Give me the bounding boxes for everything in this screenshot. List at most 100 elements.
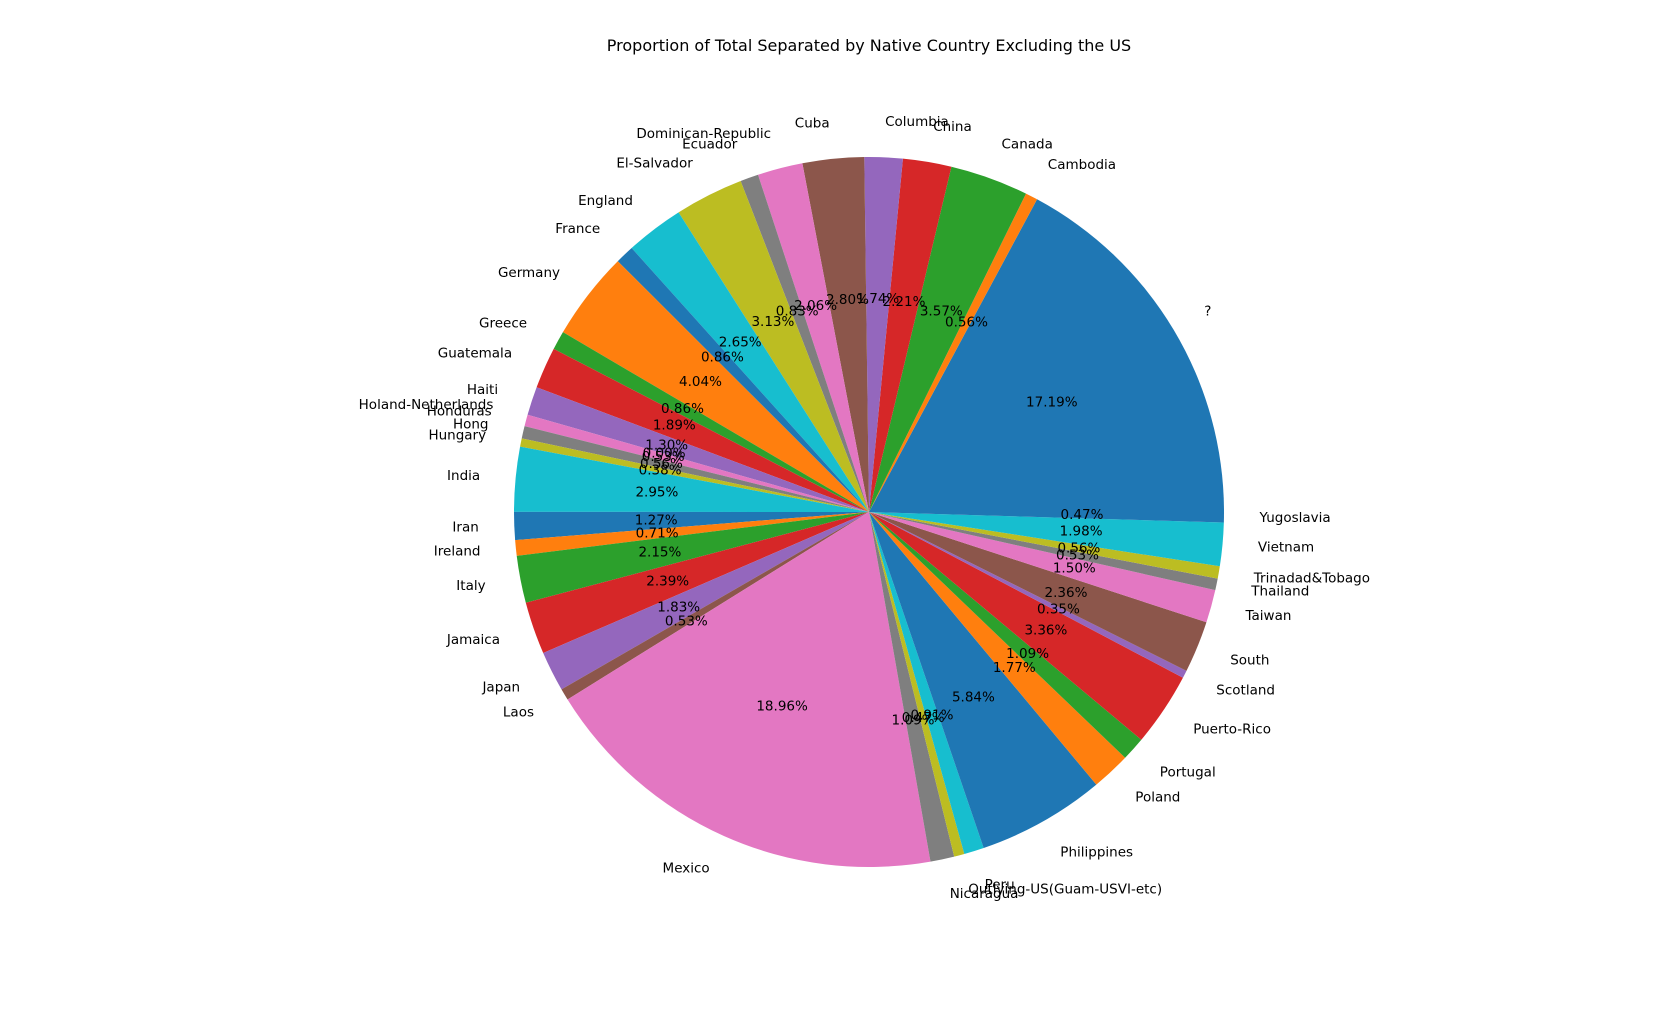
category-label-laos: Laos <box>503 705 534 721</box>
pct-label-outlying-us-guam-usvi-etc: 0.47% <box>902 710 945 726</box>
pie-slice-philippines <box>869 512 1097 848</box>
pie-slice-yugoslavia <box>869 512 1224 523</box>
pie-slice-poland <box>869 512 1126 785</box>
category-label-south: South <box>1230 652 1269 668</box>
pct-label-vietnam: 1.98% <box>1060 524 1103 540</box>
category-label-trinadad-tobago: Trinadad&Tobago <box>1253 571 1370 587</box>
category-label-el-salvador: El-Salvador <box>616 156 693 172</box>
category-label-dominican-republic: Dominican-Republic <box>636 126 771 142</box>
pie-slice-china <box>869 158 952 512</box>
category-label-yugoslavia: Yugoslavia <box>1259 510 1331 526</box>
category-label-italy: Italy <box>456 578 485 594</box>
category-label-iran: Iran <box>452 519 478 535</box>
pie-slice-puerto-rico <box>869 512 1183 740</box>
pie-slice-canada <box>869 166 1026 512</box>
pct-label-philippines: 5.84% <box>952 690 995 706</box>
pct-label-india: 2.95% <box>635 484 678 500</box>
category-label-vietnam: Vietnam <box>1258 540 1314 556</box>
category-label-outlying-us-guam-usvi-etc: Outlying-US(Guam-USVI-etc) <box>968 882 1162 898</box>
category-label-germany: Germany <box>498 265 560 281</box>
pie-slice-iran <box>514 511 869 541</box>
category-label-jamaica: Jamaica <box>446 632 500 648</box>
pie-slice-ireland <box>515 512 869 556</box>
pie-slice-taiwan <box>869 512 1216 623</box>
category-label-columbia: Columbia <box>885 114 949 130</box>
pie-slice-hungary <box>520 438 869 512</box>
pct-label-peru: 0.91% <box>911 708 954 724</box>
pie-slice-india <box>514 446 869 512</box>
pie-slice-portugal <box>869 512 1142 758</box>
pct-label-nicaragua: 1.09% <box>892 712 935 728</box>
category-label-puerto-rico: Puerto-Rico <box>1193 722 1271 738</box>
pie-slice-jamaica <box>525 512 869 653</box>
category-label-cuba: Cuba <box>795 116 830 132</box>
pie-slice-thailand <box>869 512 1218 591</box>
category-label-thailand: Thailand <box>1250 584 1309 600</box>
category-label-india: India <box>447 468 480 484</box>
pct-label-thailand: 0.53% <box>1056 547 1099 563</box>
pct-label-yugoslavia: 0.47% <box>1061 507 1104 523</box>
category-label-honduras: Honduras <box>427 403 492 419</box>
category-label-greece: Greece <box>479 315 527 331</box>
pct-label-france: 0.86% <box>701 350 744 366</box>
pie-slice-germany <box>562 261 869 512</box>
pct-label-jamaica: 2.39% <box>646 574 689 590</box>
pie-slice-columbia <box>864 156 903 512</box>
pie-slice-scotland <box>869 512 1187 678</box>
pie-slice-england <box>631 212 869 512</box>
pie-slice-outlying-us-guam-usvi-etc <box>869 512 965 857</box>
category-label-holand-netherlands: Holand-Netherlands <box>359 397 494 413</box>
pct-label-england: 2.65% <box>719 334 762 350</box>
category-label-poland: Poland <box>1135 790 1180 806</box>
category-label-nicaragua: Nicaragua <box>950 886 1019 902</box>
pie-slice-el-salvador <box>678 181 869 512</box>
pie-slice-haiti <box>527 387 869 512</box>
category-label-haiti: Haiti <box>467 382 498 398</box>
pct-label-scotland: 0.35% <box>1037 601 1080 617</box>
category-label-canada: Canada <box>1002 137 1053 153</box>
pie-slice-hong <box>521 426 869 512</box>
pct-label-hungary: 0.38% <box>639 462 682 478</box>
pie-slices <box>514 156 1224 867</box>
pct-label-canada: 3.57% <box>920 304 963 320</box>
category-label-portugal: Portugal <box>1160 765 1216 781</box>
category-label-peru: Peru <box>985 877 1015 893</box>
category-label-china: China <box>933 119 972 135</box>
pct-label-taiwan: 1.50% <box>1053 561 1096 577</box>
category-label-ecuador: Ecuador <box>682 136 738 152</box>
category-label-hungary: Hungary <box>428 428 486 444</box>
pie-slice-italy <box>516 512 869 603</box>
pie-slice-greece <box>553 332 869 512</box>
category-label-mexico: Mexico <box>663 861 710 877</box>
pct-label-china: 2.21% <box>883 294 926 310</box>
pie-slice-honduras <box>524 414 869 512</box>
pct-label-cambodia: 0.56% <box>945 315 988 331</box>
pct-label-ecuador: 0.83% <box>776 304 819 320</box>
pct-label-germany: 4.04% <box>679 374 722 390</box>
pie-slice-south <box>869 512 1207 671</box>
pct-label-portugal: 1.09% <box>1006 646 1049 662</box>
pct-label-puerto-rico: 3.36% <box>1024 623 1067 639</box>
category-label-philippines: Philippines <box>1060 844 1133 860</box>
category-label-england: England <box>578 193 633 209</box>
pie-slice-mexico <box>567 512 931 867</box>
pct-label-guatemala: 1.89% <box>653 418 696 434</box>
pct-label-japan: 1.83% <box>657 600 700 616</box>
pie-slice-france <box>617 248 869 512</box>
chart-title: Proportion of Total Separated by Native … <box>607 36 1131 55</box>
pct-label-columbia: 1.74% <box>856 291 899 307</box>
pie-slice-cambodia <box>869 193 1038 512</box>
pct-label-italy: 2.15% <box>638 545 681 561</box>
category-label-france: France <box>555 221 600 237</box>
pie-slice-unknown <box>869 199 1224 512</box>
pct-label-greece: 0.86% <box>661 401 704 417</box>
pct-label-iran: 1.27% <box>635 512 678 528</box>
pct-label-holand-netherlands: 0.00% <box>643 446 686 462</box>
category-label-japan: Japan <box>481 679 520 695</box>
pct-label-mexico: 18.96% <box>756 699 808 715</box>
category-label-scotland: Scotland <box>1216 683 1275 699</box>
pct-label-poland: 1.77% <box>993 660 1036 676</box>
pie-slice-guatemala <box>536 348 869 512</box>
